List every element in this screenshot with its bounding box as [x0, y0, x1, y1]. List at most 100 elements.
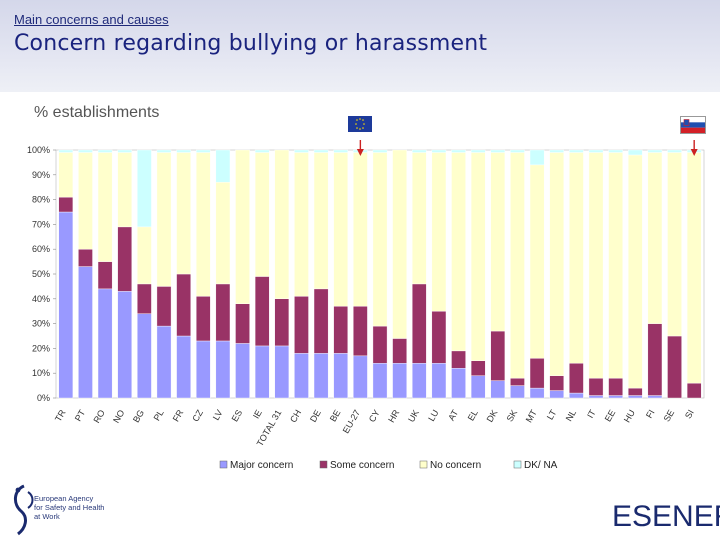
bar-segment — [392, 338, 407, 364]
bar-segment — [569, 149, 584, 153]
x-tick-label: NL — [564, 408, 578, 423]
bar-segment — [510, 385, 525, 399]
bar-segment — [313, 288, 329, 354]
bar-segment — [470, 375, 486, 399]
bar-segment — [78, 266, 93, 399]
bar-segment — [490, 149, 506, 153]
bar-segment — [176, 152, 191, 275]
bar-segment — [628, 154, 643, 389]
bar-segment — [117, 149, 132, 153]
x-tick-label: MT — [524, 408, 539, 425]
x-tick-label: TR — [53, 408, 68, 424]
bar-segment — [588, 152, 604, 379]
bar-segment — [431, 149, 447, 153]
bar-segment — [137, 226, 152, 285]
bar-segment — [647, 152, 663, 324]
bar-segment — [667, 152, 682, 337]
bar-segment — [372, 152, 388, 327]
bar-segment — [667, 335, 682, 399]
bar-segment — [686, 152, 702, 384]
x-tick-label: UK — [406, 408, 421, 424]
bar-segment — [569, 392, 584, 399]
bar-segment — [235, 303, 250, 344]
legend-swatch — [319, 460, 328, 469]
y-tick-label: 30% — [32, 319, 50, 329]
legend-swatch — [513, 460, 522, 469]
y-tick-label: 60% — [32, 244, 50, 254]
bar-segment — [569, 152, 584, 364]
bar-segment — [510, 152, 525, 379]
bar-segment — [176, 149, 191, 153]
x-tick-label: BG — [131, 408, 146, 424]
bar-segment — [254, 276, 270, 347]
x-tick-label: SE — [662, 408, 677, 423]
x-tick-label: IE — [251, 408, 264, 420]
osha-logo-icon — [14, 484, 34, 536]
bar-segment — [490, 380, 506, 399]
bar-segment — [274, 345, 290, 399]
bar-segment — [97, 288, 113, 399]
bar-segment — [176, 335, 191, 399]
y-tick-label: 70% — [32, 219, 50, 229]
bar-segment — [529, 387, 545, 399]
bar-segment — [569, 363, 584, 394]
bar-segment — [372, 325, 388, 364]
bar-segment — [549, 149, 564, 153]
bar-segment — [117, 226, 132, 292]
bar-segment — [647, 149, 663, 153]
bar-segment — [215, 182, 231, 285]
bar-segment — [490, 330, 506, 381]
bar-segment — [529, 164, 545, 359]
bar-segment — [431, 310, 447, 364]
x-tick-label: LT — [545, 408, 559, 422]
y-tick-label: 100% — [27, 145, 50, 155]
highlight-arrow-head — [356, 149, 364, 156]
y-tick-label: 10% — [32, 368, 50, 378]
bar-segment — [58, 196, 74, 213]
x-tick-label: BE — [328, 408, 343, 423]
bar-segment — [176, 273, 191, 337]
x-tick-label: EL — [466, 408, 480, 423]
stacked-bar-chart: 0% 10% 20% 30% 40% 50% 60% 70% 80% 90% 100% TR PT RO N… — [27, 140, 705, 471]
bar-segment — [412, 152, 427, 285]
x-tick-label: NO — [111, 408, 126, 425]
bar-segment — [196, 152, 211, 297]
bar-segment — [353, 152, 368, 307]
section-kicker[interactable]: Main concerns and causes — [14, 12, 169, 27]
x-tick-label: CH — [288, 408, 303, 424]
bar-segment — [628, 149, 643, 156]
agency-line: for Safety and Health — [34, 503, 105, 512]
x-tick-label: PT — [73, 408, 88, 423]
bar-segment — [294, 149, 309, 153]
bar-segment — [608, 395, 623, 399]
bar-segment — [647, 323, 663, 396]
bar-segment — [353, 355, 368, 399]
bar-segment — [97, 152, 113, 262]
bar-segment — [196, 296, 211, 342]
header-band: Main concerns and causes Concern regardi… — [0, 0, 720, 92]
bar-segment — [196, 149, 211, 153]
bar-segment — [372, 149, 388, 153]
bar-segment — [58, 149, 74, 153]
legend-label: DK/ NA — [524, 460, 558, 471]
bar-segment — [156, 149, 172, 153]
esener-logo: ESENER — [612, 500, 720, 533]
bar-segment — [392, 363, 407, 399]
x-tick-label: IT — [585, 408, 598, 420]
x-tick-label: LU — [426, 408, 440, 423]
bar-segment — [510, 377, 525, 386]
unit-label: % establishments — [34, 104, 160, 121]
x-tick-label: DK — [485, 408, 500, 424]
bar-segment — [412, 149, 427, 153]
bar-segment — [58, 152, 74, 198]
bar-segment — [510, 149, 525, 153]
bar-segment — [294, 152, 309, 297]
bar-segment — [117, 291, 132, 399]
bar-segment — [117, 152, 132, 228]
bar-segment — [412, 283, 427, 364]
agency-line: European Agency — [34, 494, 94, 503]
bar-segment — [372, 363, 388, 399]
bar-segment — [647, 395, 663, 399]
x-tick-label: PL — [152, 408, 166, 423]
agency-name: European Agency for Safety and Health at… — [34, 494, 104, 521]
